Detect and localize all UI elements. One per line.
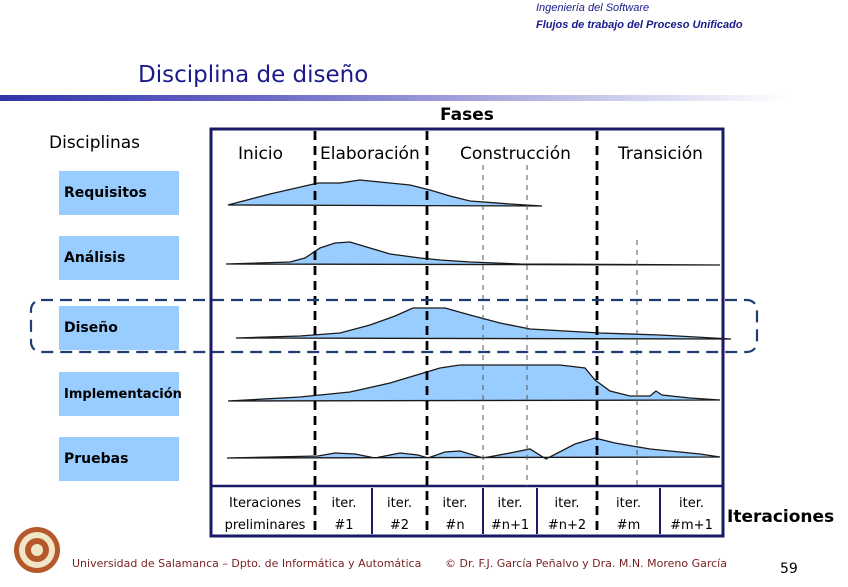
phase-boundaries [313,131,599,534]
page-title: Disciplina de diseño [138,62,369,88]
iteration-cell: iter. #m+1 [670,496,713,533]
phase-transicion: Transición [618,144,703,164]
curve-analisis [225,241,721,266]
curve-requisitos [227,179,543,207]
header-course: Ingeniería del Software [536,2,650,14]
phase-construccion: Construcción [460,144,571,164]
phase-inicio: Inicio [238,144,283,164]
iteration-cell: iter. #n+2 [547,496,587,533]
title-underline [0,95,790,101]
header-topic: Flujos de trabajo del Proceso Unificado [536,19,743,31]
discipline-diseno: Diseño [59,306,179,350]
footer-authors: © Dr. F.J. García Peñalvo y Dra. M.N. Mo… [445,557,727,570]
iteration-cell: Iteraciones preliminares [224,496,306,533]
iteration-cell: iter. #1 [331,496,357,533]
university-seal-icon [14,527,60,573]
iteration-cell: iter. #n [442,496,468,533]
iteraciones-label: Iteraciones [727,507,835,527]
iteration-separators [371,488,661,534]
fases-label: Fases [440,105,494,125]
discipline-requisitos: Requisitos [59,171,179,215]
diseno-highlight [29,298,759,354]
disciplinas-label: Disciplinas [49,133,141,153]
curve-implementacion [227,364,721,402]
iteration-cell: iter. #n+1 [490,496,530,533]
discipline-implementacion: Implementación [59,372,182,416]
diagram-frame [209,127,725,538]
discipline-pruebas: Pruebas [59,437,179,481]
iteration-cell: iter. #2 [387,496,412,533]
iteration-cell: iter. #m [616,496,641,533]
curve-pruebas [226,437,721,460]
page-number: 59 [780,561,798,577]
phase-elaboracion: Elaboración [320,144,420,164]
footer-university: Universidad de Salamanca – Dpto. de Info… [72,557,422,570]
iteration-boundaries-upper [482,165,638,486]
discipline-analisis: Análisis [59,236,179,280]
curve-diseno [235,307,732,340]
